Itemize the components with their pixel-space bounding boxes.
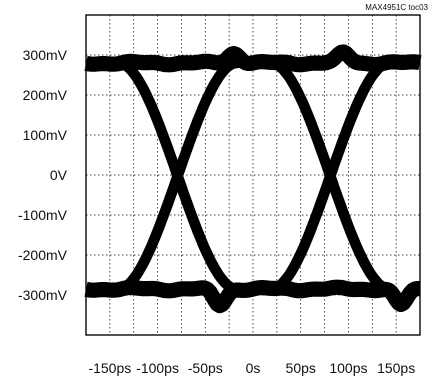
high-level-trace: [80, 44, 426, 73]
y-axis-tick-labels: 300mV 200mV 100mV 0V -100mV -200mV -300mV: [18, 47, 68, 303]
x-tick-label: -50ps: [188, 360, 223, 376]
y-tick-label: 100mV: [23, 127, 68, 143]
x-tick-label: 100ps: [329, 360, 367, 376]
x-tick-label: -100ps: [136, 360, 179, 376]
x-tick-label: -150ps: [88, 360, 131, 376]
y-tick-label: -200mV: [18, 247, 68, 263]
low-level-trace: [80, 279, 426, 314]
falling-edge-trace: [265, 57, 395, 295]
y-tick-label: -100mV: [18, 207, 68, 223]
x-tick-label: 150ps: [377, 360, 415, 376]
falling-edge-trace: [113, 57, 243, 295]
x-tick-label: 0s: [246, 360, 261, 376]
plot-border: [85, 14, 421, 336]
y-tick-label: 0V: [50, 167, 68, 183]
x-axis-tick-labels: -150ps -100ps -50ps 0s 50ps 100ps 150ps: [88, 360, 415, 376]
x-tick-label: 50ps: [286, 360, 316, 376]
y-tick-label: 200mV: [23, 87, 68, 103]
y-tick-label: -300mV: [18, 287, 68, 303]
chart-annotation: MAX4951C toc03: [365, 3, 428, 12]
eye-traces: [80, 14, 426, 336]
y-tick-label: 300mV: [23, 47, 68, 63]
